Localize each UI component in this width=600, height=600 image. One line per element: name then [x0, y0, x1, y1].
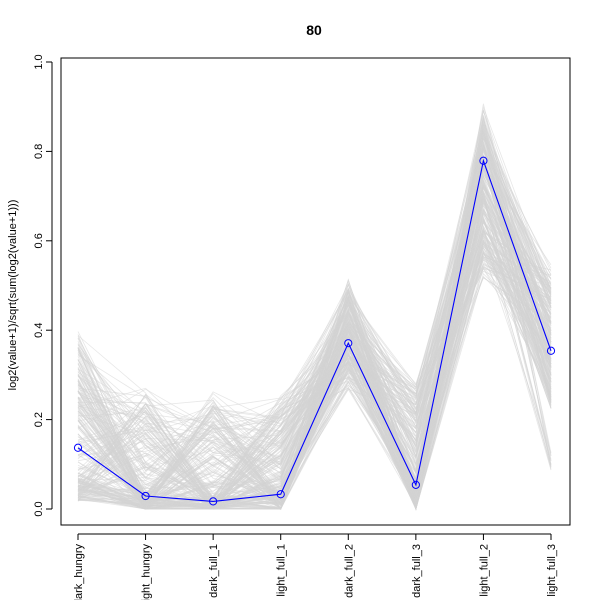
background-line	[77, 201, 552, 508]
plot-frame	[60, 57, 571, 526]
y-tick-label: 0.6	[33, 233, 45, 248]
highlight-point-dark_full_3	[411, 480, 420, 489]
y-tick-label: 1.0	[33, 54, 45, 69]
background-line	[77, 116, 552, 508]
background-line	[77, 120, 552, 510]
x-tick-label: dark_full_3	[411, 544, 423, 598]
highlight-point-light_hungry	[141, 491, 150, 501]
highlight-point-dark_full_1	[209, 497, 218, 506]
y-axis: 0.0 0.2 0.4 0.6 0.8 1.0	[33, 54, 53, 517]
x-tick-label: light_full_1	[276, 544, 288, 597]
y-tick-label: 0.8	[33, 144, 45, 159]
highlight-line	[77, 158, 552, 502]
highlight-point-light_full_1	[276, 490, 285, 499]
background-line	[77, 265, 552, 510]
y-tick-label: 0.2	[33, 412, 45, 427]
background-line	[77, 146, 552, 499]
x-tick-label: light_full_3	[546, 544, 558, 597]
y-axis-title: log2(value+1)/sqrt(sum(log2(value+1)))	[7, 200, 19, 391]
y-tick-label: 0.4	[33, 323, 45, 338]
highlight-point-dark_full_2	[344, 339, 353, 348]
x-tick-label: light_hungry	[141, 544, 153, 600]
background-line	[77, 177, 552, 500]
x-tick-label: dark_hungry	[73, 544, 85, 600]
highlight-point-dark_hungry	[73, 443, 83, 452]
highlight-series	[73, 156, 556, 506]
x-axis: dark_hungry light_hungry dark_full_1 light_…	[73, 533, 558, 600]
highlight-point-light_full_3	[546, 346, 556, 355]
background-line	[77, 121, 552, 505]
chart-title: 80	[306, 22, 322, 38]
background-line	[77, 268, 552, 467]
x-tick-label: light_full_2	[478, 544, 490, 597]
background-line	[77, 130, 552, 504]
highlight-point-light_full_2	[479, 156, 488, 165]
background-line	[77, 140, 552, 498]
background-line	[77, 231, 552, 510]
background-line	[77, 221, 552, 509]
y-tick-label: 0.0	[33, 501, 45, 516]
background-line	[77, 276, 552, 506]
x-tick-label: dark_full_2	[343, 544, 355, 598]
x-tick-label: dark_full_1	[208, 544, 220, 598]
background-line	[77, 183, 552, 510]
background-lines	[77, 103, 552, 511]
